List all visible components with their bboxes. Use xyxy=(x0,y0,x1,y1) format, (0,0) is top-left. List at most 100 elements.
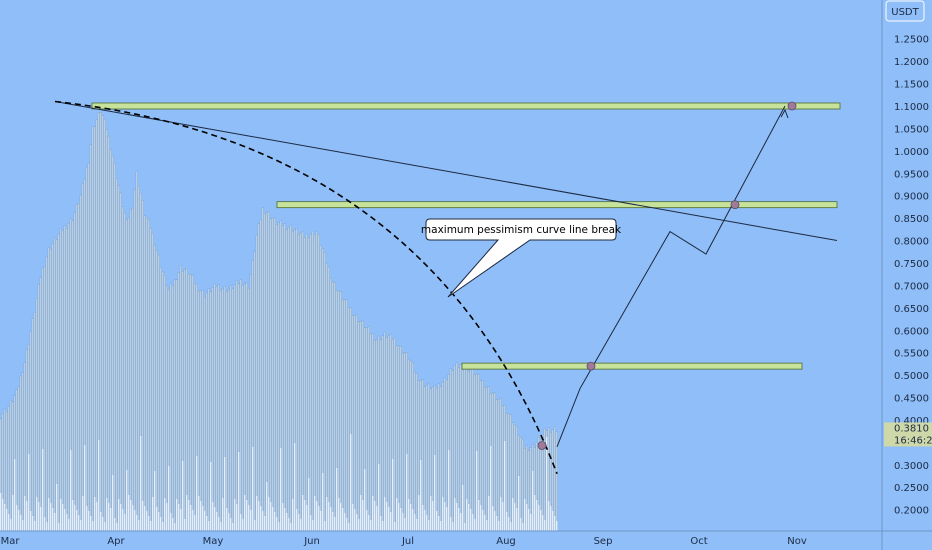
volume-bar xyxy=(116,523,118,531)
volume-bar xyxy=(216,512,218,531)
price-bar xyxy=(61,230,64,532)
volume-bar xyxy=(556,521,558,531)
resistance-0.88-band[interactable] xyxy=(276,201,838,209)
volume-bar xyxy=(414,514,416,531)
volume-bar xyxy=(352,504,354,531)
volume-bar xyxy=(490,446,492,531)
price-bar xyxy=(45,256,48,532)
volume-bar xyxy=(170,513,172,531)
price-bar xyxy=(309,234,312,532)
price-bar xyxy=(231,288,234,532)
volume-bar xyxy=(206,516,208,531)
x-tick-label: Jun xyxy=(303,536,320,547)
price-bar xyxy=(227,289,230,532)
volume-bar xyxy=(254,520,256,531)
price-bar xyxy=(399,346,402,532)
price-bar xyxy=(459,364,462,532)
volume-bar xyxy=(10,519,12,531)
price-bar xyxy=(263,213,266,532)
price-bar xyxy=(241,285,244,532)
volume-bar xyxy=(76,510,78,531)
volume-bar xyxy=(420,460,422,531)
volume-bar xyxy=(550,506,552,531)
volume-bar xyxy=(328,502,330,531)
volume-bar xyxy=(70,450,72,531)
price-bar xyxy=(379,339,382,532)
price-bar xyxy=(77,203,80,532)
volume-bar xyxy=(344,513,346,531)
price-bar xyxy=(401,352,404,532)
volume-bar xyxy=(432,501,434,531)
intersection-marker[interactable] xyxy=(537,441,547,450)
intersection-marker[interactable] xyxy=(730,200,740,210)
volume-bar xyxy=(410,504,412,531)
pessimism-curve[interactable] xyxy=(54,100,558,475)
price-bar xyxy=(35,298,38,532)
volume-bar xyxy=(96,502,98,531)
volume-bar xyxy=(188,500,190,531)
intersection-marker[interactable] xyxy=(787,101,797,111)
price-bar xyxy=(427,383,430,532)
volume-bar xyxy=(74,505,76,531)
currency-box[interactable] xyxy=(885,0,925,22)
volume-bar xyxy=(470,509,472,531)
volume-bar xyxy=(242,519,244,531)
price-bar xyxy=(507,413,510,532)
price-bar xyxy=(295,228,298,532)
price-bar xyxy=(123,212,126,532)
volume-bar xyxy=(12,495,14,531)
volume-bar xyxy=(136,515,138,531)
price-bar xyxy=(319,245,322,532)
projection-arrowhead xyxy=(780,108,789,119)
volume-bar xyxy=(180,509,182,531)
volume-bar xyxy=(240,514,242,531)
price-bar xyxy=(117,185,120,532)
volume-bar xyxy=(462,485,464,531)
intersection-marker[interactable] xyxy=(586,361,596,371)
volume-bar xyxy=(444,502,446,531)
price-bar xyxy=(229,285,232,532)
currency-label[interactable]: USDT xyxy=(891,7,919,18)
y-tick-label: 0.8500 xyxy=(894,214,929,225)
price-bar xyxy=(365,327,368,532)
resistance-0.52-band[interactable] xyxy=(461,362,803,370)
volume-bar xyxy=(456,503,458,531)
y-tick-label: 0.4500 xyxy=(894,394,929,405)
price-bar xyxy=(155,250,158,532)
x-tick-label: Aug xyxy=(496,536,516,547)
volume-bar xyxy=(478,500,480,531)
volume-bar xyxy=(372,496,374,531)
volume-bar xyxy=(424,510,426,531)
volume-bar xyxy=(62,504,64,531)
last-price-box xyxy=(884,422,932,447)
descending-trendline[interactable] xyxy=(54,101,838,242)
price-bar xyxy=(113,163,116,532)
y-tick-label: 0.9500 xyxy=(894,169,929,180)
price-bar xyxy=(345,299,348,532)
volume-bar xyxy=(520,518,522,531)
volume-bar xyxy=(60,499,62,531)
projection-path[interactable] xyxy=(556,105,786,448)
price-bar xyxy=(271,217,274,532)
volume-bar xyxy=(388,507,390,531)
volume-bar xyxy=(104,522,106,531)
volume-bar xyxy=(312,520,314,531)
price-bar xyxy=(149,228,152,532)
price-bar xyxy=(449,368,452,532)
price-bar xyxy=(53,237,56,532)
volume-bar xyxy=(376,506,378,531)
resistance-1.10-band[interactable] xyxy=(91,102,841,110)
volume-bar xyxy=(226,508,228,531)
volume-bar xyxy=(228,513,230,531)
price-bar xyxy=(253,251,256,532)
price-bar xyxy=(327,266,330,532)
price-bar xyxy=(289,224,292,532)
volume-bar xyxy=(486,520,488,531)
volume-bar xyxy=(6,509,8,531)
volume-bar xyxy=(552,511,554,531)
price-bar xyxy=(145,217,148,532)
price-bar xyxy=(493,392,496,532)
price-bar xyxy=(311,230,314,532)
price-bar xyxy=(255,235,258,532)
